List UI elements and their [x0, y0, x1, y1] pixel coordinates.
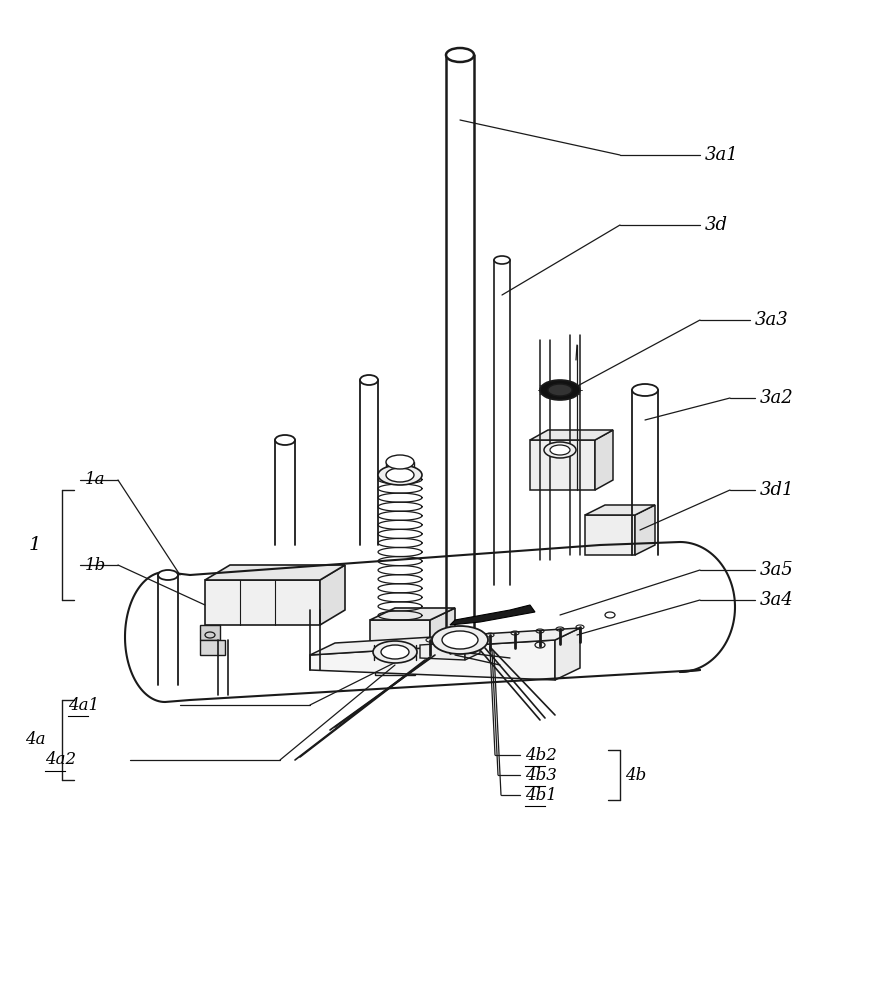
Polygon shape	[205, 565, 345, 580]
Ellipse shape	[544, 442, 576, 458]
Text: 3a3: 3a3	[755, 311, 788, 329]
Polygon shape	[585, 515, 635, 555]
Polygon shape	[310, 628, 580, 655]
Polygon shape	[370, 620, 430, 645]
Text: 3d1: 3d1	[760, 481, 795, 499]
Ellipse shape	[158, 570, 178, 580]
Ellipse shape	[373, 641, 417, 663]
Polygon shape	[370, 608, 455, 620]
Ellipse shape	[442, 631, 478, 649]
Polygon shape	[200, 625, 220, 640]
Ellipse shape	[446, 48, 474, 62]
Ellipse shape	[386, 468, 414, 482]
Polygon shape	[430, 608, 455, 645]
Text: 4b2: 4b2	[525, 746, 557, 764]
Text: 4a1: 4a1	[68, 696, 99, 714]
Ellipse shape	[550, 445, 570, 455]
Ellipse shape	[381, 645, 409, 659]
Ellipse shape	[632, 384, 658, 396]
Ellipse shape	[386, 455, 414, 469]
Ellipse shape	[275, 435, 295, 445]
Text: 4b1: 4b1	[525, 786, 557, 804]
Ellipse shape	[378, 465, 422, 485]
Polygon shape	[530, 440, 595, 490]
Polygon shape	[320, 565, 345, 625]
Polygon shape	[310, 640, 555, 680]
Polygon shape	[530, 430, 613, 440]
Ellipse shape	[540, 380, 580, 400]
Polygon shape	[635, 505, 655, 555]
Text: 1a: 1a	[85, 472, 105, 488]
Text: 1b: 1b	[85, 556, 106, 574]
Ellipse shape	[360, 375, 378, 385]
Polygon shape	[200, 640, 225, 655]
Text: 4b: 4b	[625, 766, 646, 784]
Text: 4a2: 4a2	[45, 752, 76, 768]
Polygon shape	[585, 505, 655, 515]
Ellipse shape	[432, 626, 488, 654]
Text: 3d: 3d	[705, 216, 728, 234]
Polygon shape	[595, 430, 613, 490]
Text: 3a2: 3a2	[760, 389, 794, 407]
Polygon shape	[420, 642, 465, 660]
Ellipse shape	[548, 384, 572, 396]
Text: 1: 1	[29, 536, 41, 554]
Polygon shape	[465, 635, 480, 660]
Polygon shape	[555, 628, 580, 680]
Polygon shape	[375, 660, 415, 675]
Polygon shape	[450, 605, 535, 625]
Text: 4a: 4a	[25, 732, 46, 748]
Ellipse shape	[494, 256, 510, 264]
Polygon shape	[205, 580, 320, 625]
Text: 4b3: 4b3	[525, 766, 557, 784]
Text: 3a4: 3a4	[760, 591, 794, 609]
Text: 3a5: 3a5	[760, 561, 794, 579]
Text: 3a1: 3a1	[705, 146, 738, 164]
